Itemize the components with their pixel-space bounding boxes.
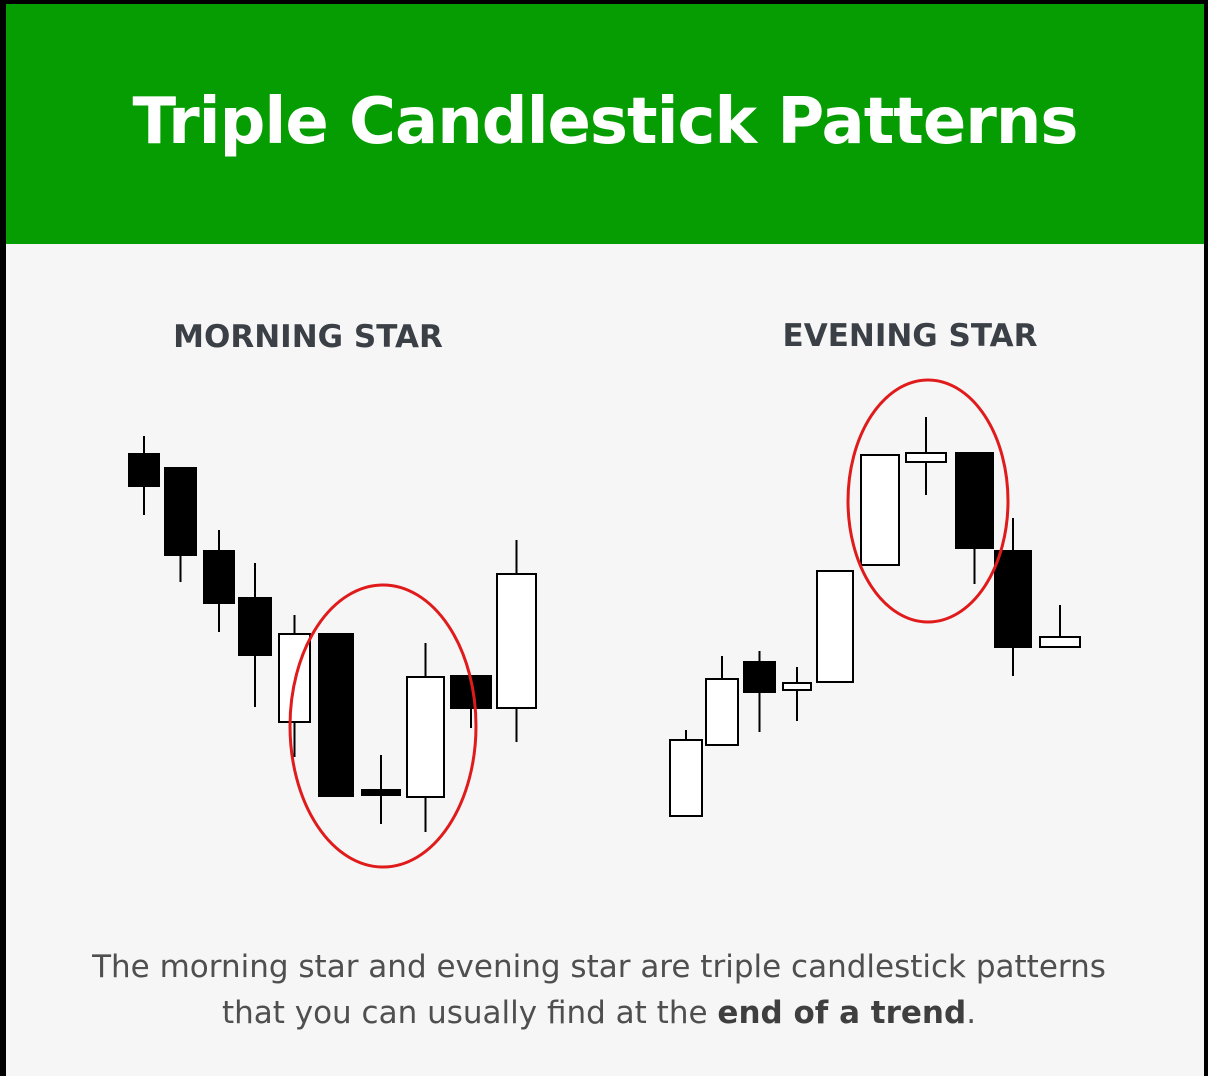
morning-candle-2 <box>164 467 197 582</box>
evening-candle-3 <box>743 651 776 732</box>
candle-body-doji <box>782 682 812 691</box>
evening-star-highlight-circle <box>846 378 1010 624</box>
caption-line-2-prefix: that you can usually find at the <box>221 995 718 1031</box>
morning-candle-3 <box>203 530 235 632</box>
morning-candle-7 <box>361 755 401 824</box>
candle-body-bearish <box>955 452 994 549</box>
candle-body-bullish <box>669 739 703 817</box>
caption-line-1: The morning star and evening star are tr… <box>92 949 1106 985</box>
morning-star-highlight-circle <box>288 583 478 869</box>
candle-body-bearish <box>238 597 272 656</box>
evening-candle-4 <box>782 667 812 721</box>
candle-body-bullish <box>406 676 445 798</box>
evening-candle-9 <box>994 518 1032 676</box>
caption-emphasis: end of a trend <box>717 995 967 1031</box>
evening-candle-2 <box>705 656 739 746</box>
page-title: Triple Candlestick Patterns <box>132 85 1078 159</box>
evening-candle-5 <box>816 570 854 683</box>
morning-star-label: MORNING STAR <box>173 319 443 355</box>
candle-body-bearish <box>128 453 160 487</box>
caption-line-2: that you can usually find at the end of … <box>60 990 1138 1036</box>
candle-body-doji <box>905 452 947 463</box>
morning-candle-10 <box>496 540 537 742</box>
evening-candle-7 <box>905 417 947 495</box>
candle-body-bearish <box>318 633 354 797</box>
caption-line-2-suffix: . <box>966 995 977 1031</box>
candle-body-bearish <box>743 661 776 693</box>
morning-candle-6 <box>318 633 354 797</box>
candle-body-doji <box>361 789 401 796</box>
candle-body-bullish <box>860 454 900 566</box>
morning-candle-1 <box>128 436 160 515</box>
evening-candle-8 <box>955 452 994 584</box>
candle-body-bearish <box>203 550 235 604</box>
candle-body-bearish <box>164 467 197 556</box>
candle-body-bullish <box>705 678 739 746</box>
evening-candle-1 <box>669 730 703 817</box>
candle-body-bullish <box>816 570 854 683</box>
morning-star-chart <box>128 436 537 832</box>
caption-text: The morning star and evening star are tr… <box>60 944 1138 1036</box>
morning-candle-8 <box>406 643 445 832</box>
evening-star-label: EVENING STAR <box>783 318 1038 354</box>
candle-body-doji <box>1039 636 1081 648</box>
candle-body-bullish <box>496 573 537 709</box>
candle-body-bearish <box>994 550 1032 648</box>
evening-star-chart <box>669 417 1081 817</box>
evening-candle-10 <box>1039 605 1081 648</box>
evening-candle-6 <box>860 454 900 566</box>
header-banner: Triple Candlestick Patterns <box>6 4 1204 244</box>
morning-candle-4 <box>238 563 272 707</box>
